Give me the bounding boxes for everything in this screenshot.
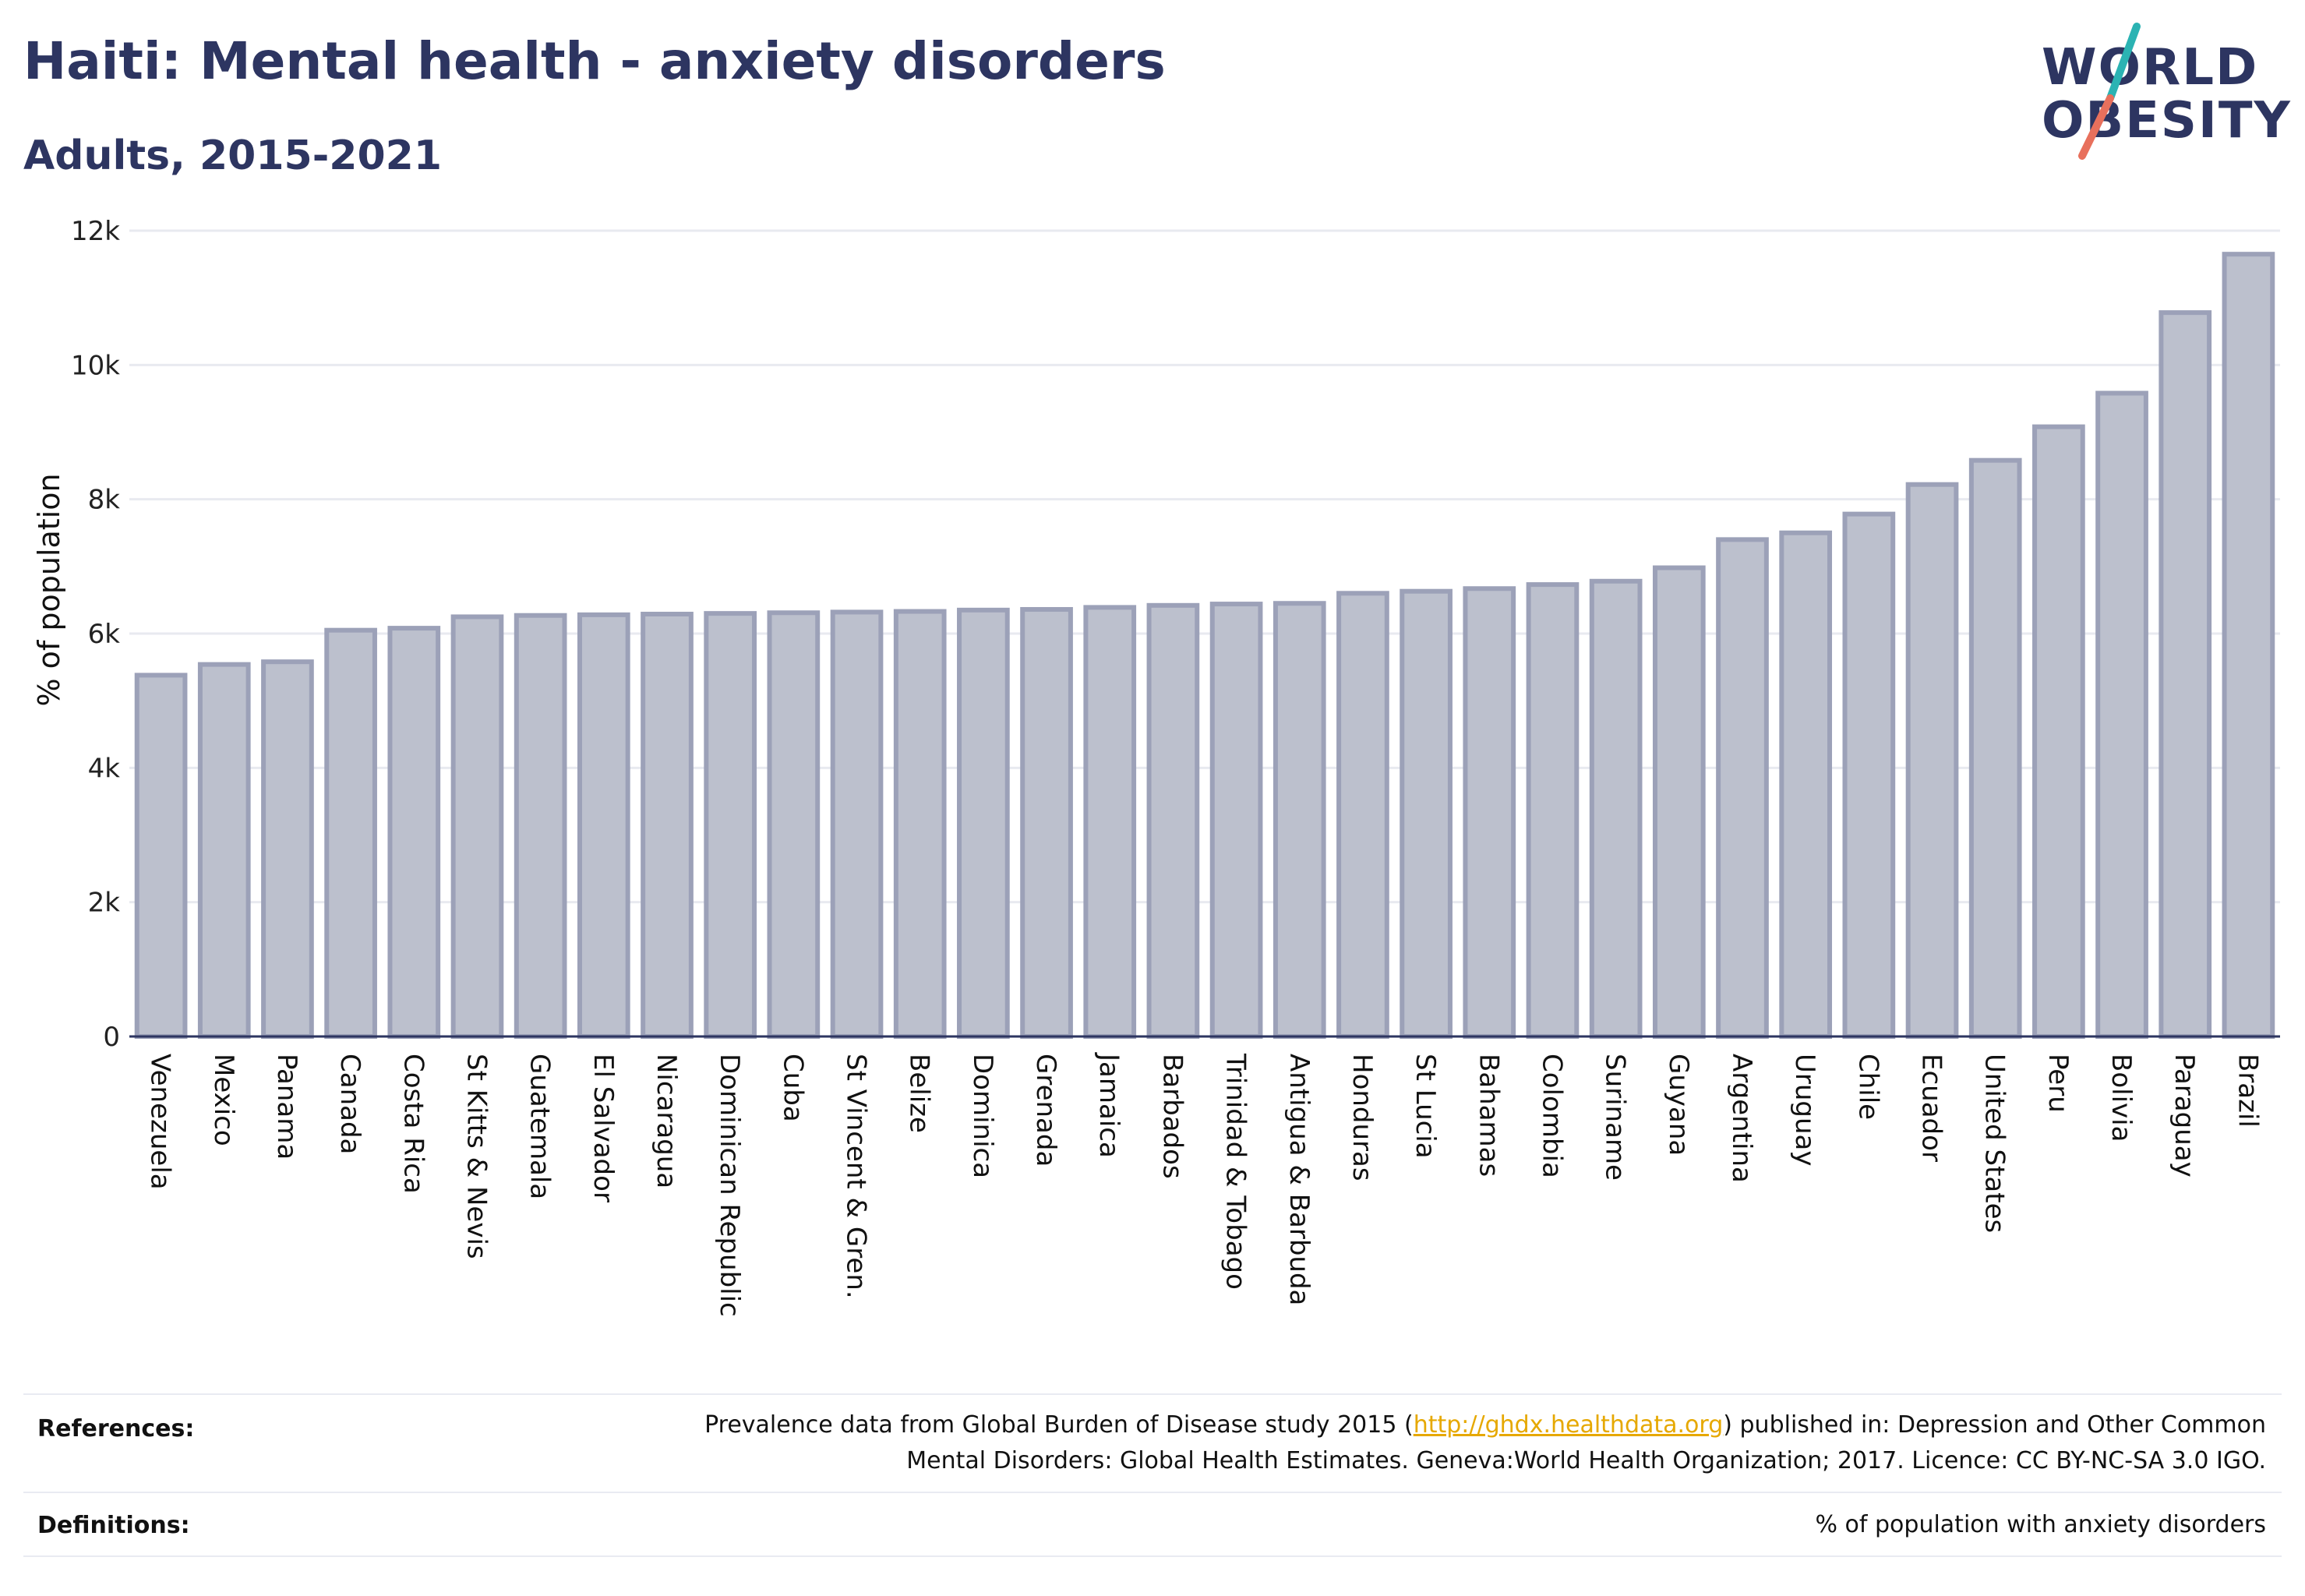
bar[interactable] bbox=[1400, 588, 1453, 1039]
references-text-pre: Prevalence data from Global Burden of Di… bbox=[704, 1411, 1414, 1439]
bar[interactable] bbox=[1146, 602, 1200, 1039]
references-text-post: ) published in: Depression and Other Com… bbox=[1723, 1411, 2266, 1439]
x-tick-label: Mexico bbox=[208, 1054, 239, 1146]
x-tick-label: St Kitts & Nevis bbox=[461, 1054, 492, 1259]
logo-line-1: WORLD bbox=[2042, 39, 2259, 97]
bar[interactable] bbox=[134, 673, 188, 1039]
bar[interactable] bbox=[1716, 537, 1769, 1039]
x-tick-label: Trinidad & Tobago bbox=[1220, 1053, 1251, 1290]
x-tick-label: Cuba bbox=[777, 1054, 808, 1122]
x-tick-label: Uruguay bbox=[1789, 1054, 1820, 1167]
bar[interactable] bbox=[1336, 591, 1389, 1039]
footer-divider-top bbox=[23, 1393, 2282, 1395]
bar[interactable] bbox=[2032, 424, 2085, 1039]
world-obesity-logo: WORLD OBESITY bbox=[2026, 22, 2291, 170]
footer-divider-bottom bbox=[23, 1555, 2282, 1557]
references-section: References: Prevalence data from Global … bbox=[23, 1395, 2282, 1493]
bar[interactable] bbox=[1083, 605, 1137, 1039]
x-tick-label: Antigua & Barbuda bbox=[1283, 1054, 1315, 1305]
x-tick-label: Belize bbox=[904, 1054, 935, 1133]
x-tick-label: El Salvador bbox=[588, 1054, 619, 1202]
bar[interactable] bbox=[1842, 511, 1896, 1039]
bar[interactable] bbox=[450, 614, 504, 1039]
x-tick-label: Honduras bbox=[1347, 1054, 1378, 1181]
bar[interactable] bbox=[1589, 578, 1643, 1039]
y-tick-label: 4k bbox=[88, 753, 121, 784]
x-tick-label: Bahamas bbox=[1473, 1054, 1504, 1177]
chart-subtitle: Adults, 2015-2021 bbox=[23, 132, 443, 179]
bar[interactable] bbox=[1273, 601, 1326, 1039]
references-link[interactable]: http://ghdx.healthdata.org bbox=[1413, 1411, 1724, 1439]
x-tick-label: St Vincent & Gren. bbox=[841, 1054, 872, 1299]
bar[interactable] bbox=[830, 609, 884, 1039]
y-tick-label: 10k bbox=[71, 350, 120, 381]
x-tick-label: Brazil bbox=[2232, 1054, 2263, 1128]
bar[interactable] bbox=[1526, 582, 1580, 1039]
x-tick-label: St Lucia bbox=[1410, 1054, 1441, 1159]
footer-divider-middle bbox=[23, 1492, 2282, 1493]
x-tick-label: Dominican Republic bbox=[714, 1054, 745, 1317]
bar[interactable] bbox=[1020, 606, 1073, 1039]
bar[interactable] bbox=[2159, 310, 2212, 1039]
y-tick-label: 2k bbox=[88, 888, 121, 919]
x-tick-label: Jamaica bbox=[1093, 1052, 1124, 1158]
bar[interactable] bbox=[387, 626, 441, 1039]
y-tick-label: 12k bbox=[71, 216, 120, 247]
bar[interactable] bbox=[767, 610, 821, 1039]
x-tick-label: Dominica bbox=[967, 1054, 998, 1178]
x-tick-label: United States bbox=[1979, 1054, 2010, 1233]
references-label: References: bbox=[37, 1415, 195, 1442]
x-tick-label: Colombia bbox=[1536, 1054, 1567, 1178]
x-tick-label: Peru bbox=[2042, 1054, 2074, 1113]
bar[interactable] bbox=[1968, 457, 2022, 1039]
bar[interactable] bbox=[1209, 602, 1263, 1039]
x-tick-label: Paraguay bbox=[2169, 1054, 2200, 1178]
bar[interactable] bbox=[957, 607, 1010, 1039]
y-tick-label: 6k bbox=[88, 619, 121, 650]
x-tick-label: Venezuela bbox=[145, 1054, 176, 1190]
definitions-text: % of population with anxiety disorders bbox=[1815, 1511, 2266, 1538]
bar-chart: 0 2k 4k 6k 8k 10k 12k Venezuela Mexico Panama Cana… bbox=[32, 216, 2280, 1317]
chart-title: Haiti: Mental health - anxiety disorders bbox=[23, 31, 1166, 91]
logo-slash-icon bbox=[2078, 23, 2141, 160]
x-tick-label: Grenada bbox=[1030, 1054, 1061, 1167]
bar[interactable] bbox=[641, 612, 694, 1039]
bar[interactable] bbox=[1463, 586, 1516, 1039]
x-tick-label: Nicaragua bbox=[651, 1054, 682, 1188]
bar[interactable] bbox=[577, 612, 630, 1039]
bar[interactable] bbox=[324, 627, 377, 1039]
y-tick-label: 8k bbox=[88, 485, 121, 516]
bars bbox=[134, 252, 2275, 1040]
references-line-1: Prevalence data from Global Burden of Di… bbox=[704, 1407, 2266, 1443]
bar[interactable] bbox=[893, 609, 947, 1039]
bar[interactable] bbox=[2222, 252, 2275, 1039]
x-tick-label: Ecuador bbox=[1916, 1054, 1947, 1162]
x-tick-label: Chile bbox=[1852, 1054, 1883, 1120]
bar[interactable] bbox=[704, 611, 757, 1039]
x-tick-label: Costa Rica bbox=[397, 1054, 429, 1194]
axes: 0 2k 4k 6k 8k 10k 12k Venezuela Mexico Panama Cana… bbox=[71, 216, 2280, 1317]
references-line-2: Mental Disorders: Global Health Estimate… bbox=[906, 1447, 2266, 1474]
x-tick-label: Suriname bbox=[1600, 1054, 1631, 1181]
references-text: Prevalence data from Global Burden of Di… bbox=[704, 1407, 2266, 1479]
bar[interactable] bbox=[1652, 565, 1706, 1039]
definitions-section: Definitions: % of population with anxiet… bbox=[23, 1493, 2282, 1555]
x-tick-label: Barbados bbox=[1156, 1054, 1188, 1179]
x-tick-label: Canada bbox=[334, 1054, 365, 1154]
bar[interactable] bbox=[1779, 530, 1833, 1039]
y-tick-label: 0 bbox=[103, 1022, 120, 1053]
x-tick-label: Bolivia bbox=[2106, 1054, 2137, 1142]
y-axis-label: % of population bbox=[32, 473, 66, 706]
bar[interactable] bbox=[514, 613, 567, 1039]
x-tick-label: Argentina bbox=[1726, 1054, 1757, 1183]
bar[interactable] bbox=[1905, 482, 1959, 1039]
bar[interactable] bbox=[2095, 390, 2148, 1040]
bar[interactable] bbox=[197, 662, 251, 1039]
x-tick-label: Panama bbox=[271, 1054, 302, 1160]
x-tick-label: Guatemala bbox=[524, 1054, 556, 1199]
logo-line-2: OBESITY bbox=[2042, 92, 2292, 150]
definitions-label: Definitions: bbox=[37, 1512, 190, 1539]
x-tick-label: Guyana bbox=[1663, 1054, 1694, 1156]
bar[interactable] bbox=[261, 659, 314, 1039]
